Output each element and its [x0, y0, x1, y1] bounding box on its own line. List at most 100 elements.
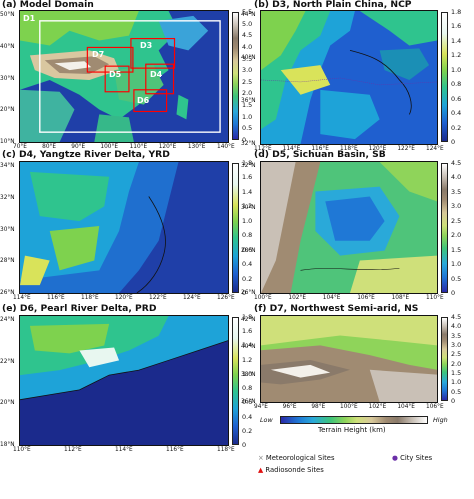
panel-f-colorbar — [441, 317, 448, 401]
panel-e-lon-label: 110°E — [13, 447, 31, 453]
panel-a-lon-label: 120°E — [158, 144, 177, 150]
panel-b-colorbar-tick: 1.8 — [451, 8, 462, 16]
panel-a-lon-label: 140°E — [217, 144, 235, 150]
panel-b-colorbar-tick: 0.8 — [451, 80, 462, 89]
panel-a-lon-label: 110°E — [129, 144, 148, 150]
panel-f-colorbar-tick: 4.5 — [451, 313, 462, 321]
panel-f-colorbar-tick: 0.5 — [451, 387, 462, 396]
panel-d-colorbar-tick: 4.0 — [451, 173, 462, 182]
panel-b-colorbar-tick: 1.6 — [451, 22, 462, 31]
panel-b-lon-label: 112°E — [254, 146, 272, 152]
panel-f-lon-label: 100°E — [340, 404, 358, 410]
panel-b-title: (b) D3, North Plain China, NCP — [254, 0, 412, 10]
panel-d-colorbar-tick: 2.5 — [451, 216, 462, 225]
ncp-field — [261, 11, 437, 144]
panel-a-colorbar-tick: 4.0 — [242, 42, 253, 51]
panel-d-colorbar-tick: 1.5 — [451, 245, 462, 254]
panel-e-title: (e) D6, Pearl River Delta, PRD — [2, 303, 157, 314]
legend-city-row: ● City Sites — [392, 454, 432, 462]
panel-f-colorbar-tick: 3.0 — [451, 341, 462, 349]
panel-e-colorbar-tick: 0.4 — [242, 412, 253, 421]
panel-b-lon-label: 124°E — [426, 146, 444, 152]
panel-a-lon-label: 90°E — [71, 144, 86, 150]
panel-c-colorbar — [232, 163, 239, 293]
panel-e-lat-label: 18°N — [0, 442, 15, 448]
panel-b-colorbar — [441, 12, 448, 142]
panel-d-colorbar — [441, 163, 448, 293]
panel-a-lon-label: 70°E — [13, 144, 27, 150]
panel-c-colorbar-tick: 0.8 — [242, 231, 253, 240]
prd-field — [20, 316, 228, 445]
panel-d-lon-label: 108°E — [391, 295, 410, 301]
model-domain-terrain — [20, 11, 228, 142]
legend-met-row: × Meteorological Sites — [258, 454, 335, 462]
panel-a-colorbar-tick: 5.5 — [242, 8, 253, 16]
panel-b-lat-label: 32°N — [241, 141, 256, 147]
panel-d-lon-label: 106°E — [357, 295, 375, 301]
panel-f-lon-label: 106°E — [426, 404, 444, 410]
panel-b-lon-label: 118°E — [340, 146, 358, 152]
panel-c-lat-label: 32°N — [0, 194, 15, 201]
panel-d-lon-label: 100°E — [254, 295, 272, 301]
panel-e-lat-label: 22°N — [0, 358, 15, 365]
panel-f-lon-label: 102°E — [368, 404, 387, 410]
panel-f-lon-label: 98°E — [311, 404, 326, 410]
panel-d-lon-label: 110°E — [426, 295, 444, 301]
domain-label-d4: D4 — [150, 70, 163, 79]
radiosonde-site-marker-icon: ▲ — [258, 466, 264, 474]
panel-b-colorbar-tick: 1.2 — [451, 51, 462, 60]
panel-c-lon-label: 120°E — [115, 295, 133, 301]
model-domain-map: D1 D3 D7 D5 D4 D6 — [19, 10, 229, 143]
panel-b-colorbar-tick: 0.4 — [451, 109, 462, 118]
panel-f-lat-label: 36°N — [241, 399, 256, 405]
panel-b-colorbar-tick: 0.6 — [451, 94, 462, 103]
panel-b-lon-label: 114°E — [282, 146, 301, 152]
panel-d-colorbar-tick: 0 — [451, 289, 456, 297]
panel-b-colorbar-tick: 0.2 — [451, 123, 462, 132]
panel-e-colorbar-tick: 1.8 — [242, 313, 253, 321]
yrd-field — [20, 162, 228, 293]
panel-f-colorbar-tick: 0 — [451, 397, 456, 405]
panel-a-colorbar-tick: 4.5 — [242, 31, 253, 40]
panel-d-colorbar-tick: 1.0 — [451, 260, 462, 269]
panel-e-colorbar-tick: 1.0 — [242, 369, 253, 378]
panel-f-title: (f) D7, Northwest Semi-arid, NS — [254, 303, 419, 314]
panel-e-lon-label: 114°E — [115, 447, 133, 453]
sb-map — [260, 161, 438, 294]
panel-b-lon-label: 122°E — [397, 146, 415, 152]
panel-f-lon-label: 94°E — [254, 404, 268, 410]
domain-label-d7: D7 — [92, 50, 105, 59]
legend-city-label: City Sites — [400, 454, 433, 462]
panel-f-lat-label: 38°N — [241, 371, 256, 378]
panel-d-lat-label: 28°N — [241, 247, 256, 254]
panel-b-lat-label: 40°N — [241, 55, 256, 61]
panel-a-colorbar-tick: 0.5 — [242, 124, 253, 133]
panel-f-colorbar-tick: 2.0 — [451, 359, 462, 368]
legend-met-label: Meteorological Sites — [265, 454, 335, 462]
panel-c-lat-label: 34°N — [0, 163, 15, 169]
panel-a-colorbar-tick: 3.5 — [242, 54, 253, 63]
ns-terrain — [261, 316, 437, 402]
panel-e-lat-label: 24°N — [0, 317, 15, 323]
panel-e-lon-label: 116°E — [166, 447, 184, 453]
panel-c-colorbar-tick: 1.6 — [242, 173, 253, 182]
panel-c-lon-label: 122°E — [149, 295, 167, 301]
panel-b-lon-label: 116°E — [311, 146, 329, 152]
panel-e-colorbar-tick: 0.8 — [242, 384, 253, 393]
panel-d-lon-label: 104°E — [322, 295, 341, 301]
panel-a-colorbar-tick: 1.5 — [242, 101, 253, 110]
panel-a-title: (a) Model Domain — [2, 0, 94, 10]
panel-a-lat-label: 30°N — [0, 75, 15, 82]
panel-f-lat-label: 40°N — [241, 344, 256, 351]
panel-a-lat-label: 10°N — [0, 139, 15, 145]
prd-map — [19, 315, 229, 446]
panel-e-colorbar-tick: 1.4 — [242, 341, 253, 350]
panel-e-colorbar-tick: 0.2 — [242, 426, 253, 435]
panel-a-lon-label: 130°E — [187, 144, 206, 150]
panel-e-lat-label: 20°N — [0, 400, 15, 407]
panel-f-colorbar-tick: 2.5 — [451, 350, 462, 359]
panel-a-colorbar-tick: 5.0 — [242, 19, 253, 28]
domain-label-d1: D1 — [23, 14, 36, 23]
panel-a-lat-label: 40°N — [0, 43, 15, 50]
panel-b-lat-label: 44°N — [241, 12, 256, 18]
